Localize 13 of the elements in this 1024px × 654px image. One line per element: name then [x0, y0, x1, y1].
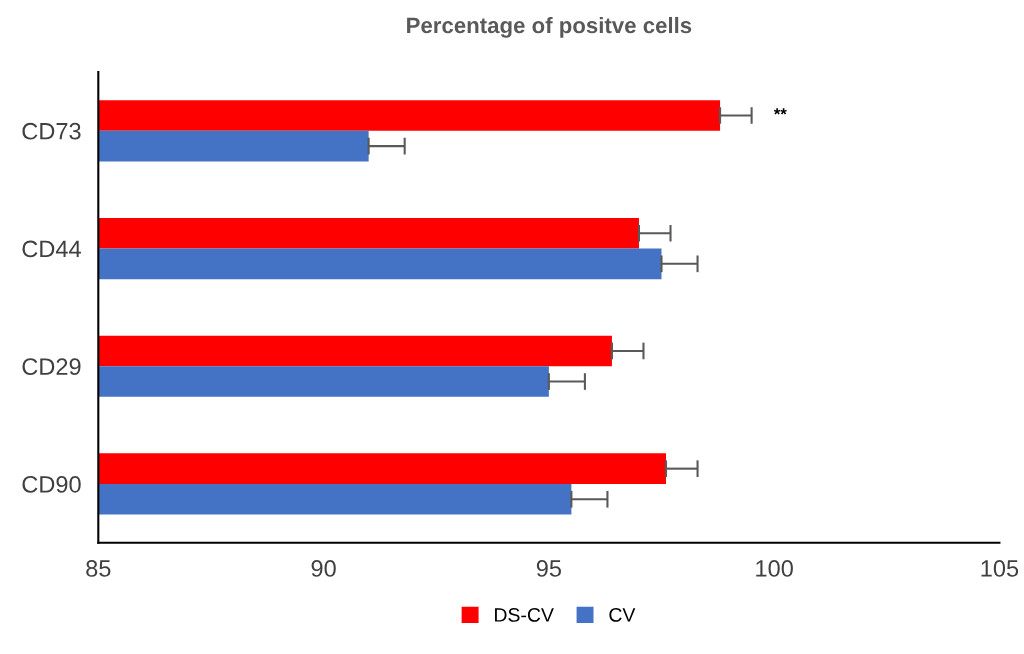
- y-tick-label: CD90: [22, 476, 81, 493]
- legend-label: CV: [609, 608, 636, 622]
- x-tick-label: 90: [311, 560, 336, 577]
- legend-label: DS-CV: [495, 608, 554, 622]
- y-tick-label: CD73: [22, 122, 81, 140]
- chart-title: Percentage of positve cells: [407, 16, 692, 38]
- x-tick-label: 105: [981, 560, 1019, 577]
- x-tick-label: 95: [536, 560, 562, 577]
- annotation: **: [773, 108, 787, 115]
- x-tick-label: 85: [86, 560, 111, 577]
- y-tick-label: CD29: [22, 358, 81, 376]
- y-tick-label: CD44: [22, 240, 81, 258]
- x-tick-label: 100: [756, 560, 793, 577]
